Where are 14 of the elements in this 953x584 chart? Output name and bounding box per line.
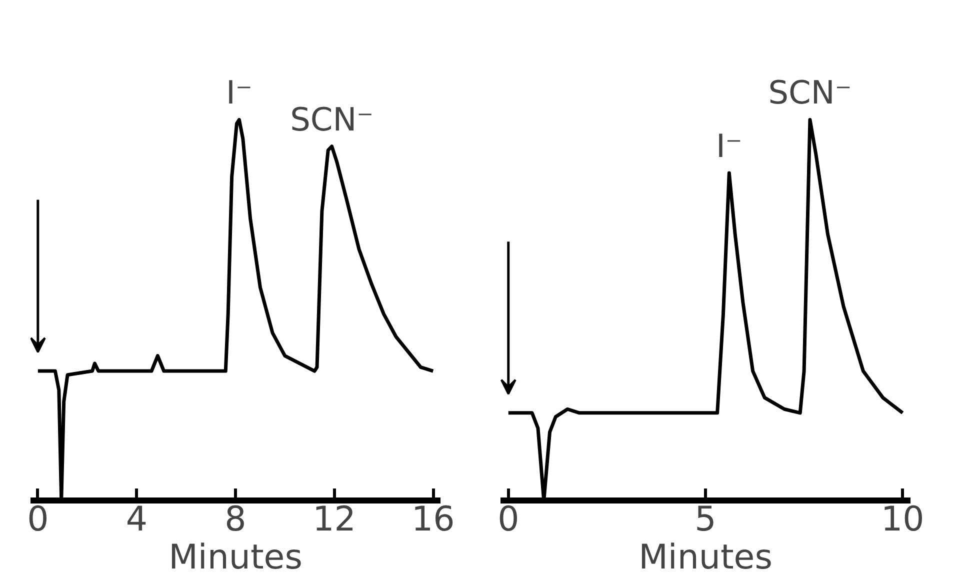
x-tick-label: 10	[880, 500, 924, 540]
x-axis-title: Minutes	[168, 538, 302, 578]
x-axis-title: Minutes	[638, 538, 772, 578]
annotation: I⁻	[716, 127, 742, 166]
x-tick-label: 12	[312, 500, 356, 540]
x-tick-label: 8	[224, 500, 246, 540]
x-tick-label: 0	[498, 500, 520, 540]
x-tick-label: 5	[694, 500, 716, 540]
annotation: SCN⁻	[290, 100, 374, 138]
x-tick-label: 4	[126, 500, 148, 540]
annotation: SCN⁻	[768, 74, 852, 112]
x-tick-label: 16	[411, 500, 455, 540]
annotation: I⁻	[226, 74, 252, 112]
x-tick-label: 0	[27, 500, 49, 540]
